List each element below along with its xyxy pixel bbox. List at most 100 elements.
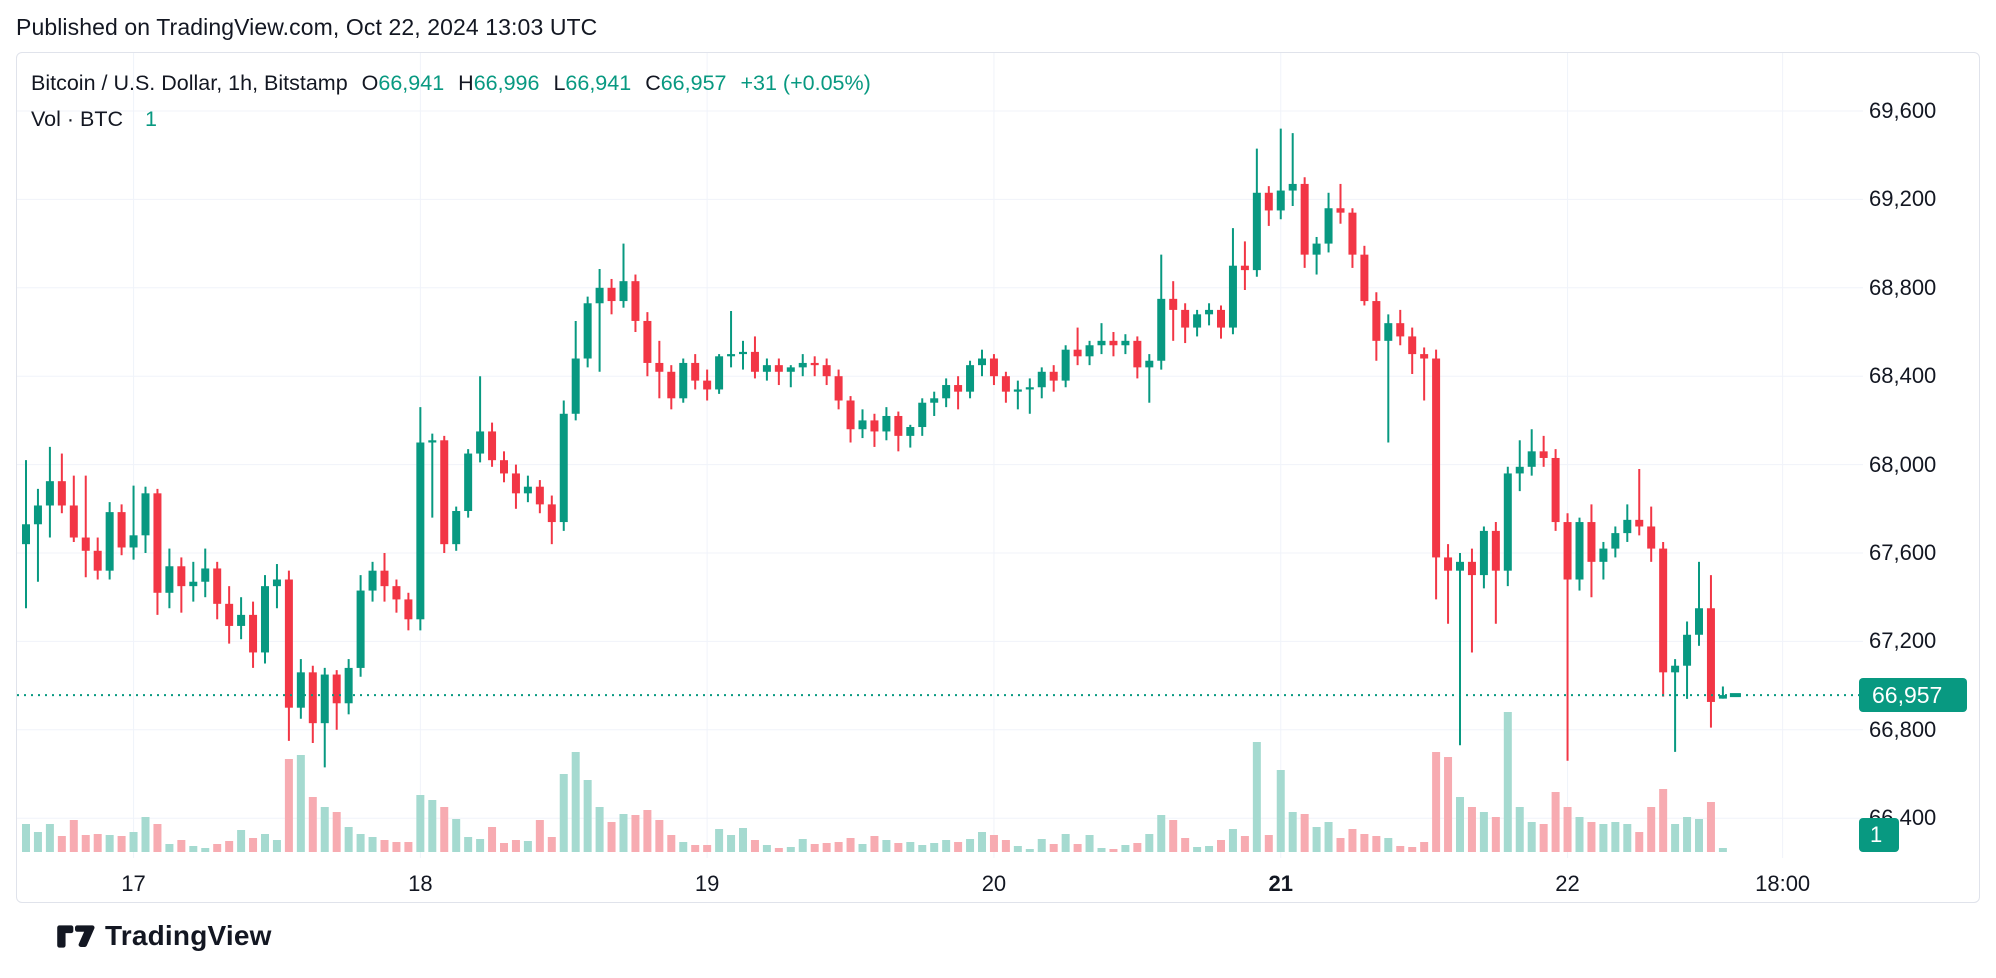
candle-body <box>727 354 736 357</box>
candle-body <box>786 367 795 372</box>
volume-bar <box>392 842 401 852</box>
candle-body <box>798 362 807 368</box>
candle-body <box>750 351 759 372</box>
candle-body <box>930 398 939 403</box>
candle-body <box>1563 522 1572 580</box>
volume-bar <box>655 820 664 852</box>
volume-bar <box>1073 844 1082 852</box>
candle-body <box>500 460 508 474</box>
volume-bar <box>237 830 246 852</box>
candle-body <box>1276 190 1285 211</box>
close-value: 66,957 <box>660 71 727 95</box>
volume-bar <box>762 845 771 852</box>
volume-bar <box>870 836 879 852</box>
volume-bar <box>1228 829 1237 852</box>
tradingview-logo[interactable]: TradingView <box>55 920 272 952</box>
candle-body <box>679 362 688 399</box>
volume-bar <box>715 829 724 852</box>
candle-body <box>1336 208 1345 213</box>
price-tick-label: 66,800 <box>1869 716 1937 742</box>
open-value: 66,941 <box>378 71 445 95</box>
volume-bar <box>1240 836 1249 852</box>
volume-bar <box>619 814 628 852</box>
price-tick-label: 68,400 <box>1869 363 1937 389</box>
candle-body <box>1384 323 1393 341</box>
volume-bar <box>631 815 640 852</box>
candle-body <box>870 420 879 432</box>
candle-body <box>822 365 831 377</box>
volume-bar <box>1444 757 1453 852</box>
candle-body <box>1312 243 1321 255</box>
volume-bar <box>1312 827 1321 852</box>
candle-body <box>1420 354 1429 359</box>
price-tick-label: 67,200 <box>1869 628 1937 654</box>
volume-bar <box>81 835 90 852</box>
volume-bar <box>428 800 437 852</box>
candle-body <box>1205 309 1214 315</box>
candle-body <box>368 570 377 591</box>
candle-body <box>1432 358 1441 558</box>
volume-bar <box>201 848 210 852</box>
candle-body <box>1145 360 1154 368</box>
volume-bar <box>320 807 329 852</box>
candle-body <box>1491 530 1500 571</box>
candle-body <box>428 440 437 443</box>
volume-bar <box>1276 770 1285 852</box>
volume-bar <box>1097 848 1106 852</box>
volume-bar <box>1551 792 1560 852</box>
volume-bar <box>1683 817 1692 852</box>
candle-body <box>284 579 293 708</box>
volume-bar <box>1456 797 1464 852</box>
candle-body <box>655 362 664 372</box>
legend-symbol-row: Bitcoin / U.S. Dollar, 1h, Bitstamp O66,… <box>31 71 871 105</box>
volume-bar <box>57 836 66 852</box>
volume-bar <box>1348 829 1357 852</box>
candle-body <box>464 453 473 512</box>
volume-bar <box>1324 822 1333 852</box>
volume-bar <box>643 810 652 852</box>
candle-body <box>643 320 652 363</box>
volume-bar <box>930 843 939 852</box>
volume-bar <box>1300 814 1309 852</box>
candle-body <box>237 614 246 626</box>
volume-bar <box>1408 847 1417 852</box>
volume-bar <box>1706 802 1715 852</box>
volume-bar <box>1157 815 1166 852</box>
candle-body <box>1635 519 1644 527</box>
candle-body <box>105 512 114 571</box>
candle-body <box>1085 345 1094 357</box>
volume-bar <box>1420 842 1429 852</box>
volume-bar <box>1515 807 1524 852</box>
volume-bar <box>296 755 305 852</box>
volume-bar <box>1479 812 1488 852</box>
candle-body <box>1037 371 1046 388</box>
candle-body <box>1013 389 1022 392</box>
volume-bar <box>1647 807 1656 852</box>
volume-bar <box>1671 824 1680 852</box>
volume-bar <box>882 840 891 852</box>
volume-bar <box>225 841 234 852</box>
candle-body <box>1456 561 1464 571</box>
volume-bar <box>1205 846 1214 852</box>
candle-body <box>942 385 951 399</box>
candlestick-chart[interactable] <box>17 53 1979 902</box>
candle-body <box>1228 265 1237 328</box>
volume-bar <box>750 840 759 852</box>
volume-bar <box>1049 844 1058 852</box>
close-label: C <box>645 71 661 95</box>
volume-bar <box>1635 832 1644 852</box>
volume-bar <box>284 759 293 852</box>
time-tick-label: 18:00 <box>1755 871 1811 896</box>
volume-bar <box>1503 712 1512 852</box>
chart-legend: Bitcoin / U.S. Dollar, 1h, Bitstamp O66,… <box>31 71 871 141</box>
volume-bar <box>153 824 162 852</box>
volume-bar <box>1432 752 1441 852</box>
candle-body <box>392 586 401 600</box>
open-label: O <box>361 71 379 95</box>
volume-bar <box>1085 835 1094 852</box>
volume-bar <box>380 840 389 852</box>
candle-body <box>691 362 700 381</box>
volume-bar <box>344 827 353 852</box>
volume-badge: 1 <box>1859 818 1899 852</box>
candle-body <box>762 365 771 372</box>
